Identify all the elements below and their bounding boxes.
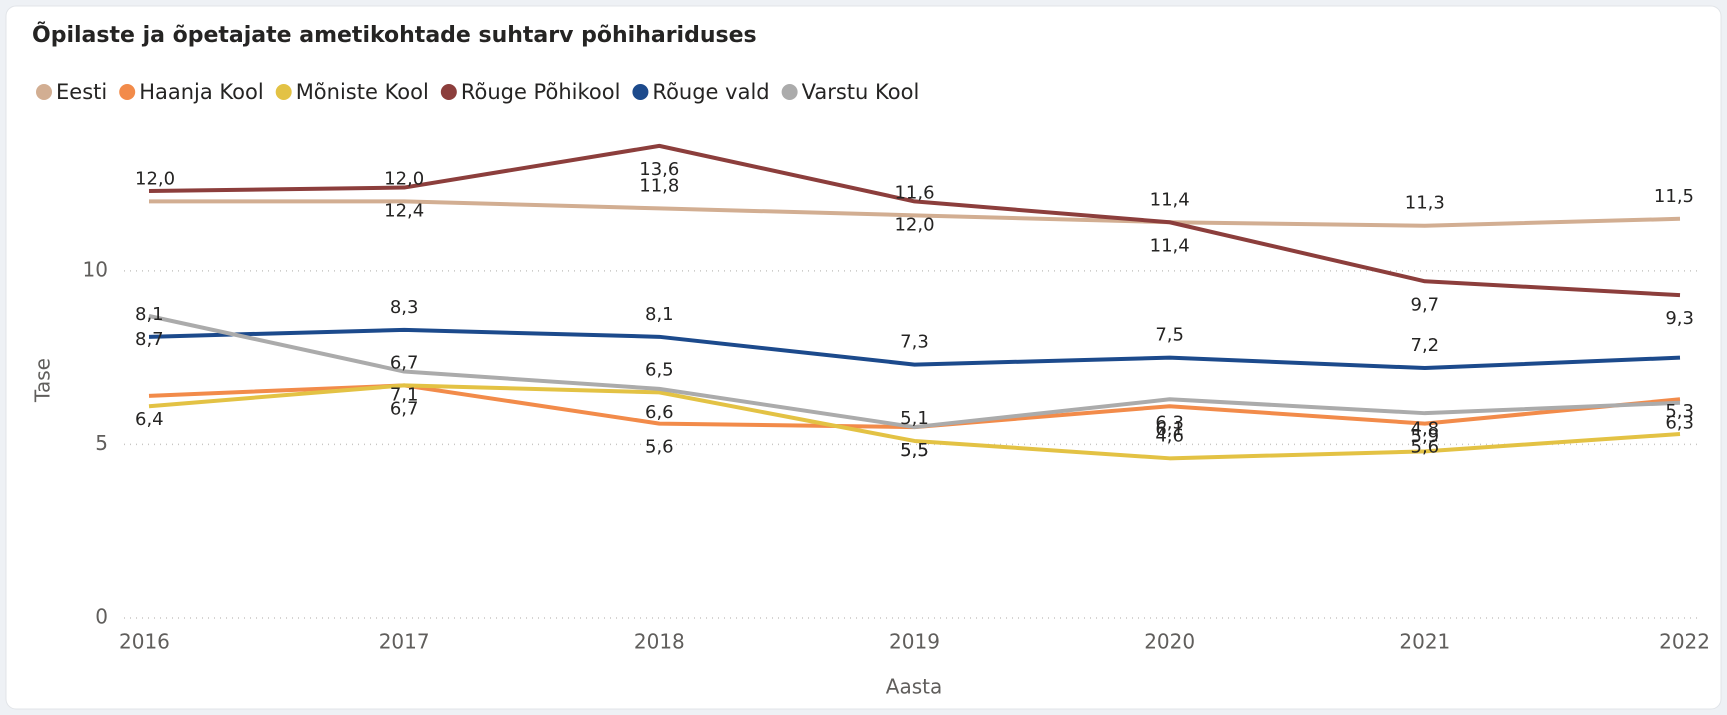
data-label: 7,2 (1411, 335, 1440, 356)
data-label: 6,5 (645, 359, 674, 380)
y-axis-title: Tase (31, 358, 55, 403)
data-label: 6,3 (1665, 412, 1694, 433)
data-label: 12,0 (894, 214, 934, 235)
x-tick-label: 2020 (1144, 630, 1195, 654)
data-label: 4,8 (1411, 418, 1440, 439)
legend-marker (275, 84, 292, 100)
data-label: 8,1 (645, 304, 674, 325)
x-tick-label: 2018 (634, 630, 685, 654)
y-tick-label: 5 (95, 431, 108, 455)
data-label: 8,7 (135, 329, 164, 350)
series-line (149, 199, 1681, 228)
data-label: 11,8 (639, 175, 679, 196)
data-label: 9,3 (1665, 308, 1694, 329)
data-label: 13,6 (639, 159, 679, 180)
x-tick-label: 2021 (1399, 630, 1450, 654)
data-label: 5,5 (900, 440, 929, 461)
legend-marker (36, 84, 52, 100)
legend-label: Haanja Kool (139, 80, 263, 104)
legend-marker (440, 84, 457, 100)
legend-label: Rõuge Põhikool (461, 80, 621, 104)
data-label: 8,1 (135, 304, 164, 325)
data-label: 6,3 (1155, 412, 1184, 433)
data-label: 11,6 (894, 182, 934, 203)
y-tick-label: 0 (95, 605, 108, 629)
x-tick-label: 2022 (1659, 630, 1710, 654)
data-label: 9,7 (1411, 294, 1440, 315)
x-tick-label: 2016 (119, 630, 170, 654)
data-label: 5,6 (645, 437, 674, 458)
data-label: 6,7 (390, 352, 419, 373)
data-label: 11,4 (1150, 189, 1190, 210)
series-line (148, 383, 1681, 461)
data-label: 5,5 (900, 440, 929, 461)
y-tick-label: 10 (83, 257, 108, 281)
data-label: 11,4 (1150, 235, 1190, 256)
data-label: 12,4 (384, 201, 424, 222)
data-label: 5,3 (1665, 401, 1694, 422)
chart-title: Õpilaste ja õpetajate ametikohtade suhta… (32, 22, 757, 48)
legend-marker (632, 84, 649, 100)
legend-label: Rõuge vald (652, 80, 769, 104)
data-label: 12,0 (135, 168, 175, 189)
data-label: 12,0 (384, 168, 424, 189)
data-label: 7,1 (390, 385, 419, 406)
legend-marker (781, 84, 798, 100)
data-label: 11,3 (1405, 193, 1445, 214)
data-label: 8,3 (390, 297, 419, 318)
x-tick-label: 2019 (889, 630, 940, 654)
x-tick-label: 2017 (379, 630, 430, 654)
legend-marker (119, 84, 136, 100)
data-label: 11,5 (1654, 186, 1694, 207)
data-label: 7,5 (1155, 325, 1184, 346)
data-label: 5,6 (1411, 437, 1440, 458)
data-label: 6,6 (645, 402, 674, 423)
data-label: 5,1 (900, 408, 929, 429)
data-label: 6,4 (135, 409, 164, 430)
series-line (148, 314, 1681, 430)
x-axis-title: Aasta (886, 675, 942, 699)
legend-label: Mõniste Kool (296, 80, 429, 104)
data-label: 4,6 (1155, 425, 1184, 446)
data-label: 6,1 (1155, 419, 1184, 440)
series-line (148, 143, 1681, 298)
series-line (148, 327, 1681, 371)
legend-label: Eesti (56, 80, 107, 104)
data-label: 5,9 (1411, 426, 1440, 447)
data-label: 6,7 (390, 398, 419, 419)
data-label: 7,3 (900, 332, 929, 353)
legend-label: Varstu Kool (802, 80, 920, 104)
